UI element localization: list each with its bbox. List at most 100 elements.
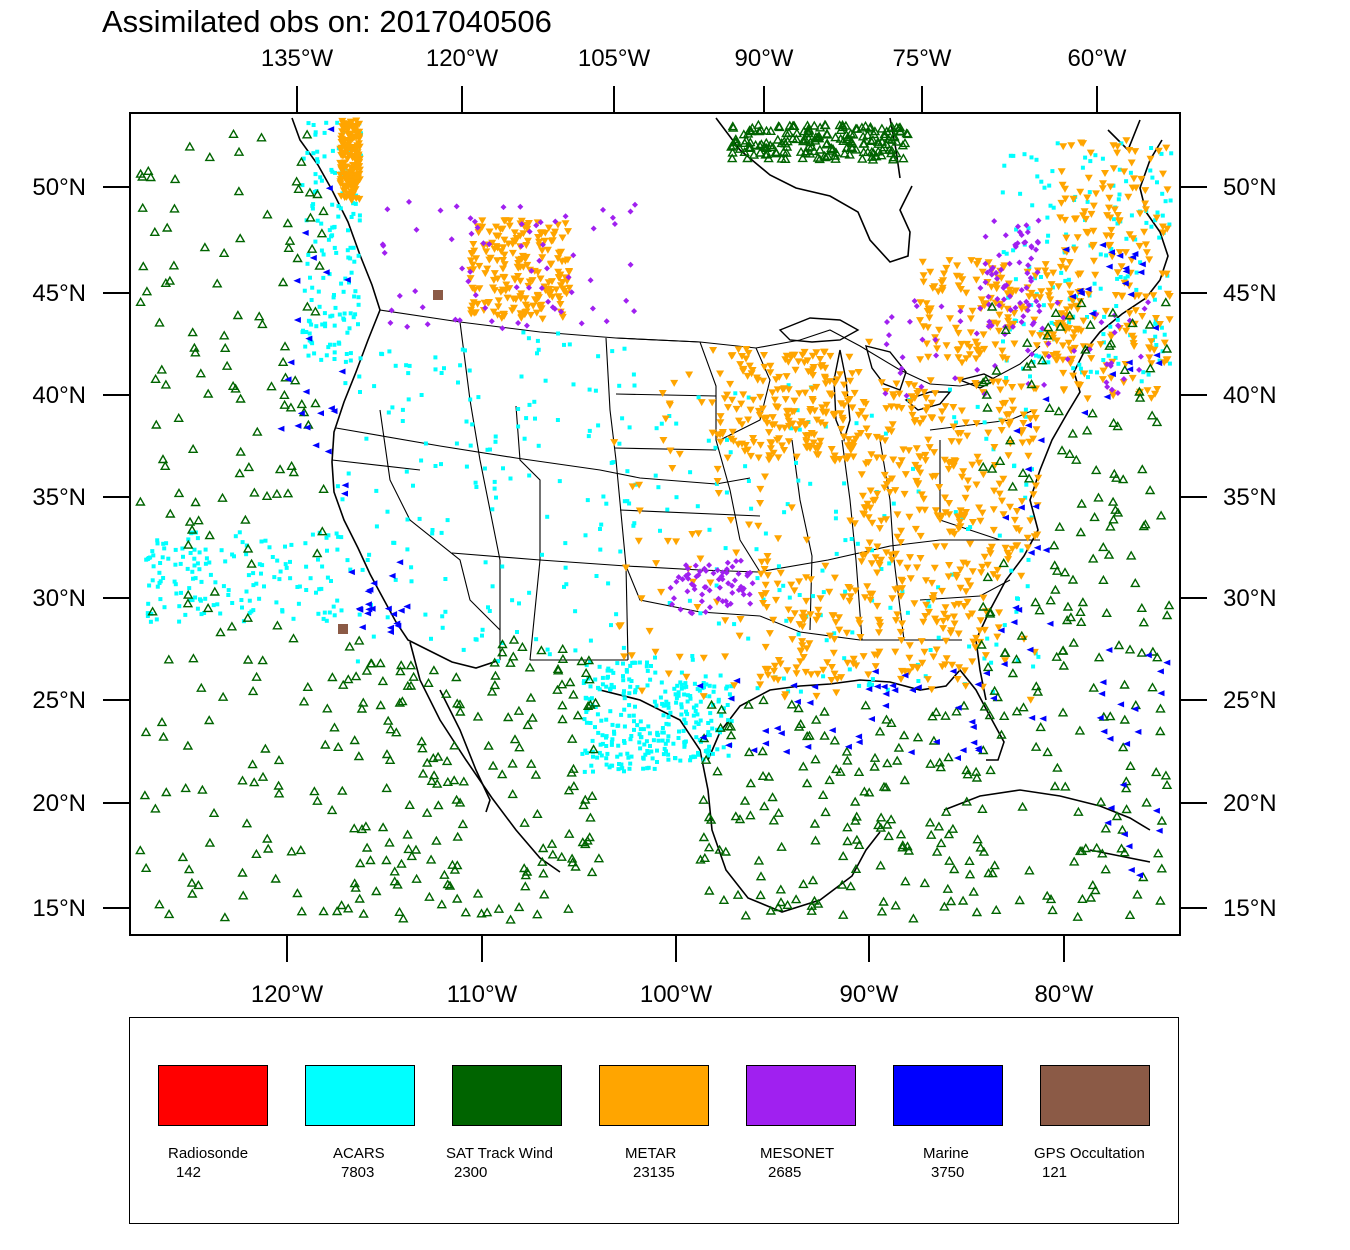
sat-track-wind-mark: [805, 137, 816, 147]
metar-mark: [830, 574, 839, 582]
metar-mark: [1034, 474, 1043, 482]
metar-mark: [790, 610, 799, 618]
sat-track-wind-mark: [983, 868, 994, 878]
acars-mark: [595, 755, 600, 760]
acars-mark: [849, 537, 854, 541]
mesonet-mark: [380, 242, 387, 249]
sat-track-wind-mark: [1030, 597, 1041, 607]
sat-track-wind-mark: [186, 524, 198, 534]
sat-track-wind-mark: [962, 769, 973, 779]
metar-mark: [728, 428, 737, 436]
acars-mark: [563, 565, 568, 570]
sat-track-wind-mark: [1155, 895, 1166, 905]
metar-mark: [859, 653, 868, 661]
metar-mark: [761, 473, 769, 481]
metar-mark: [809, 397, 817, 405]
legend-count: 23135: [633, 1164, 675, 1181]
acars-mark: [869, 413, 874, 418]
sat-track-wind-mark: [344, 641, 355, 651]
metar-mark: [490, 245, 499, 253]
marine-mark: [287, 359, 295, 366]
sat-track-wind-mark: [1155, 510, 1167, 520]
metar-mark: [1086, 149, 1095, 157]
acars-mark: [345, 248, 350, 253]
metar-mark: [352, 162, 361, 170]
metar-mark: [891, 487, 900, 495]
metar-mark: [475, 285, 484, 293]
sat-track-wind-mark: [230, 383, 241, 393]
sat-track-wind-mark: [1042, 330, 1053, 340]
metar-mark: [1013, 508, 1021, 515]
acars-mark: [610, 737, 615, 742]
metar-mark: [1065, 325, 1074, 333]
metar-mark: [336, 145, 345, 153]
acars-mark: [690, 657, 695, 662]
marine-mark: [1157, 690, 1165, 697]
sat-track-wind-mark: [925, 758, 936, 768]
acars-mark: [311, 123, 316, 127]
metar-mark: [1125, 310, 1134, 318]
metar-mark: [879, 454, 888, 462]
acars-mark: [404, 363, 409, 368]
mesonet-mark: [957, 308, 964, 315]
acars-mark: [195, 561, 200, 566]
acars-mark: [688, 758, 693, 763]
mesonet-mark: [517, 203, 524, 210]
metar-mark: [871, 663, 880, 671]
metar-mark: [860, 511, 869, 519]
mesonet-mark: [973, 330, 980, 337]
acars-mark: [659, 421, 664, 426]
acars-mark: [719, 727, 724, 732]
metar-mark: [1165, 316, 1174, 324]
metar-mark: [545, 286, 554, 293]
metar-mark: [1009, 406, 1018, 414]
metar-mark: [1154, 147, 1163, 155]
metar-mark: [510, 275, 519, 283]
metar-mark: [991, 341, 1000, 349]
sat-track-wind-mark: [1042, 746, 1053, 757]
acars-mark: [605, 751, 610, 756]
sat-track-wind-mark: [982, 571, 994, 582]
acars-mark: [150, 549, 155, 554]
sat-track-wind-mark: [882, 758, 893, 768]
metar-mark: [543, 246, 552, 254]
metar-mark: [808, 352, 817, 360]
acars-mark: [329, 579, 333, 583]
lon-label-bottom: 120°W: [251, 981, 324, 1008]
sat-track-wind-mark: [898, 730, 910, 740]
metar-mark: [1077, 327, 1086, 335]
acars-mark: [843, 538, 848, 543]
acars-mark: [404, 469, 409, 474]
sat-track-wind-mark: [203, 715, 215, 725]
sat-track-wind-mark: [1054, 521, 1065, 531]
sat-track-wind-mark: [841, 746, 853, 756]
metar-mark: [555, 249, 564, 257]
acars-mark: [674, 696, 679, 701]
metar-mark: [967, 257, 976, 265]
metar-mark: [721, 617, 730, 625]
sat-track-wind-mark: [489, 657, 500, 667]
acars-mark: [240, 605, 244, 610]
sat-track-wind-mark: [527, 712, 538, 722]
marine-mark: [1152, 807, 1160, 814]
marine-mark: [733, 677, 741, 684]
acars-mark: [1036, 654, 1041, 659]
metar-mark: [759, 600, 768, 607]
sat-track-wind-mark: [1160, 770, 1172, 780]
sat-track-wind-mark: [753, 126, 765, 136]
metar-mark: [962, 355, 971, 363]
metar-mark: [1113, 143, 1122, 151]
acars-mark: [1041, 360, 1046, 365]
metar-mark: [735, 417, 743, 425]
mesonet-mark: [1007, 293, 1013, 300]
acars-mark: [776, 564, 781, 569]
sat-track-wind-mark: [451, 794, 462, 804]
acars-mark: [314, 590, 318, 595]
marine-mark: [1024, 466, 1032, 473]
mesonet-mark: [611, 221, 618, 227]
sat-track-wind-mark: [800, 148, 811, 158]
metar-mark: [736, 616, 745, 623]
sat-track-wind-mark: [715, 722, 726, 732]
mesonet-mark: [731, 577, 738, 584]
marine-mark: [804, 743, 812, 750]
